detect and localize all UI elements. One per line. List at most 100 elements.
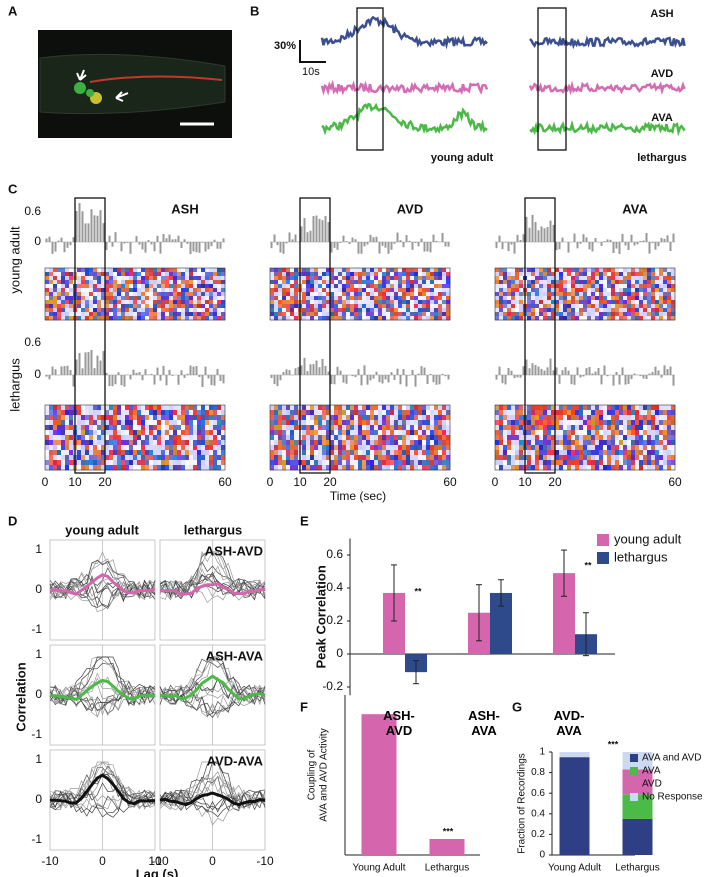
heatmap-cell [410, 465, 415, 471]
heatmap-cell [286, 415, 291, 421]
heatmap-cell [503, 415, 508, 421]
heatmap-cell [571, 276, 576, 281]
heatmap-cell [322, 440, 327, 446]
heatmap-cell [571, 300, 576, 305]
heatmap-cell [294, 276, 299, 281]
heatmap-cell [647, 316, 652, 321]
heatmap-cell [535, 284, 540, 289]
heatmap-cell [201, 430, 206, 436]
heatmap-cell [350, 450, 355, 456]
heatmap-cell [149, 450, 154, 456]
heatmap-cell [93, 440, 98, 446]
heatmap-cell [663, 276, 668, 281]
heatmap-cell [322, 272, 327, 277]
heatmap-cell [543, 425, 548, 431]
heatmap-cell [394, 420, 399, 426]
heatmap-cell [129, 465, 134, 471]
y-axis-label: AVA and AVD Activity [319, 728, 330, 821]
heatmap-cell [165, 284, 170, 289]
heatmap-cell [209, 455, 214, 461]
heatmap-cell [587, 415, 592, 421]
heatmap-cell [503, 304, 508, 309]
heatmap-cell [394, 276, 399, 281]
heatmap-cell [591, 435, 596, 441]
heatmap-cell [446, 455, 451, 461]
heatmap-cell [306, 316, 311, 321]
heatmap-cell [322, 455, 327, 461]
heatmap-cell [177, 430, 182, 436]
heatmap-cell [527, 272, 532, 277]
heatmap-cell [121, 460, 126, 466]
heatmap-cell [181, 268, 186, 273]
heatmap-cell [611, 312, 616, 317]
heatmap-cell [370, 280, 375, 285]
heatmap-cell [189, 420, 194, 426]
heatmap-cell [294, 308, 299, 313]
heatmap-cell [157, 312, 162, 317]
heatmap-cell [278, 292, 283, 297]
heatmap-cell [623, 445, 628, 451]
heatmap-cell [390, 430, 395, 436]
heatmap-cell [197, 440, 202, 446]
heatmap-cell [647, 268, 652, 273]
heatmap-cell [113, 284, 118, 289]
heatmap-cell [314, 276, 319, 281]
microscopy-image [38, 30, 232, 138]
heatmap-cell [555, 292, 560, 297]
heatmap-cell [137, 304, 142, 309]
heatmap-cell [205, 280, 210, 285]
heatmap-cell [197, 420, 202, 426]
heatmap-cell [515, 415, 520, 421]
heatmap-cell [551, 445, 556, 451]
heatmap-cell [117, 292, 122, 297]
heatmap-cell [663, 284, 668, 289]
heatmap-cell [137, 425, 142, 431]
heatmap-cell [434, 450, 439, 456]
heatmap-cell [310, 450, 315, 456]
heatmap-cell [559, 304, 564, 309]
heatmap-cell [89, 410, 94, 416]
heatmap-cell [627, 292, 632, 297]
heatmap-cell [97, 272, 102, 277]
heatmap-cell [105, 284, 110, 289]
heatmap-cell [551, 460, 556, 466]
heatmap-cell [382, 440, 387, 446]
heatmap-cell [615, 415, 620, 421]
heatmap-cell [446, 304, 451, 309]
heatmap-cell [414, 312, 419, 317]
heatmap-cell [567, 450, 572, 456]
heatmap-cell [655, 440, 660, 446]
heatmap-cell [350, 440, 355, 446]
heatmap-cell [555, 465, 560, 471]
heatmap-cell [402, 425, 407, 431]
heatmap-cell [631, 276, 636, 281]
heatmap-cell [129, 425, 134, 431]
heatmap-cell [535, 445, 540, 451]
heatmap-cell [354, 405, 359, 411]
heatmap-cell [446, 440, 451, 446]
heatmap-cell [213, 460, 218, 466]
heatmap-cell [330, 445, 335, 451]
heatmap-cell [663, 296, 668, 301]
heatmap-cell [619, 435, 624, 441]
heatmap-cell [61, 465, 66, 471]
heatmap-cell [185, 284, 190, 289]
heatmap-cell [145, 268, 150, 273]
heatmap-cell [322, 292, 327, 297]
heatmap-cell [547, 304, 552, 309]
heatmap-cell [121, 272, 126, 277]
heatmap-cell [45, 415, 50, 421]
heatmap-cell [338, 284, 343, 289]
heatmap-cell [495, 430, 500, 436]
heatmap-cell [366, 420, 371, 426]
heatmap-cell [81, 288, 86, 293]
heatmap-cell [414, 304, 419, 309]
heatmap-cell [282, 445, 287, 451]
heatmap-cell [354, 316, 359, 321]
heatmap-cell [137, 284, 142, 289]
heatmap-cell [89, 280, 94, 285]
heatmap-cell [278, 280, 283, 285]
heatmap-cell [330, 430, 335, 436]
heatmap-cell [575, 300, 580, 305]
heatmap-cell [398, 312, 403, 317]
